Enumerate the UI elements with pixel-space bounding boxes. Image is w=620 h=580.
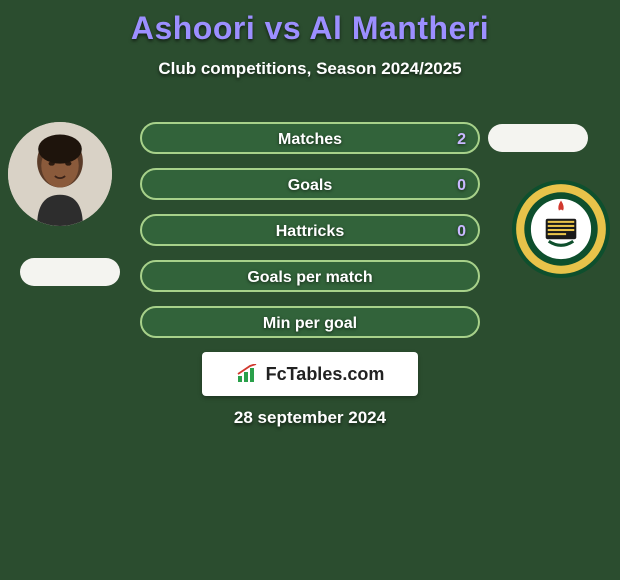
stat-label: Min per goal <box>263 315 357 332</box>
stat-row-hattricks: Hattricks 0 <box>140 214 480 246</box>
person-silhouette-icon <box>8 122 112 226</box>
page-title: Ashoori vs Al Mantheri <box>0 0 620 47</box>
stat-row-goals-per-match: Goals per match <box>140 260 480 292</box>
stat-label: Hattricks <box>276 223 344 240</box>
stat-row-min-per-goal: Min per goal <box>140 306 480 338</box>
player-left-avatar <box>8 122 112 226</box>
stat-value: 0 <box>457 170 466 202</box>
club-crest-icon <box>510 178 612 280</box>
generated-date: 28 september 2024 <box>0 408 620 428</box>
stat-label: Goals <box>288 177 332 194</box>
stat-label: Goals per match <box>247 269 372 286</box>
stat-row-matches: Matches 2 <box>140 122 480 154</box>
stats-bars: Matches 2 Goals 0 Hattricks 0 Goals per … <box>140 122 480 352</box>
player-right-club-crest <box>510 178 612 280</box>
player-left-club-badge <box>20 258 120 286</box>
stat-row-goals: Goals 0 <box>140 168 480 200</box>
branding-badge[interactable]: FcTables.com <box>202 352 418 396</box>
stat-label: Matches <box>278 131 342 148</box>
branding-text: FcTables.com <box>266 364 385 385</box>
comparison-card: Ashoori vs Al Mantheri Club competitions… <box>0 0 620 580</box>
player-right-placeholder-badge <box>488 124 588 152</box>
stat-value: 0 <box>457 216 466 248</box>
subtitle: Club competitions, Season 2024/2025 <box>0 59 620 79</box>
bar-chart-icon <box>236 364 260 384</box>
stat-value: 2 <box>457 124 466 156</box>
